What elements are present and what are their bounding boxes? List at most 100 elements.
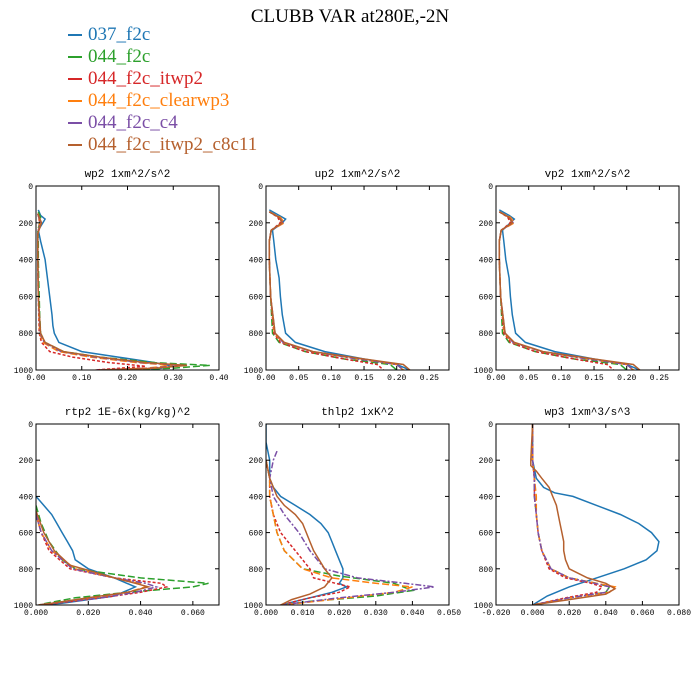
legend-label: 037_f2c — [88, 24, 151, 45]
series-line — [266, 460, 333, 605]
series-line — [37, 211, 210, 370]
y-tick-label: 800 — [19, 566, 34, 575]
x-tick-label: 0.10 — [552, 374, 571, 383]
x-tick-label: 0.080 — [667, 609, 691, 618]
x-tick-label: 0.20 — [387, 374, 406, 383]
y-tick-label: 800 — [249, 566, 264, 575]
plot-frame — [265, 423, 450, 606]
legend: 037_f2c 044_f2c 044_f2c_itwp2 044_f2c_cl… — [68, 24, 257, 156]
x-tick-label: 0.25 — [650, 374, 669, 383]
legend-label: 044_f2c — [88, 46, 151, 67]
x-tick-label: 0.040 — [594, 609, 618, 618]
legend-swatch — [68, 100, 82, 102]
y-tick-label: 200 — [19, 457, 34, 466]
x-tick-label: 0.25 — [420, 374, 439, 383]
panel-title: rtp2 1E-6x(kg/kg)^2 — [65, 407, 190, 419]
x-tick-label: 0.010 — [291, 609, 315, 618]
legend-swatch — [68, 34, 82, 36]
panel-title: wp2 1xm^2/s^2 — [85, 169, 171, 181]
y-tick-label: 800 — [19, 330, 34, 339]
y-tick-label: 0 — [488, 183, 493, 192]
y-tick-label: 800 — [479, 330, 494, 339]
x-tick-label: 0.00 — [256, 374, 275, 383]
y-tick-label: 600 — [249, 293, 264, 302]
panel-title: up2 1xm^2/s^2 — [315, 169, 401, 181]
page-title: CLUBB VAR at280E,-2N — [250, 6, 450, 27]
x-tick-label: 0.040 — [400, 609, 424, 618]
y-tick-label: 1000 — [244, 367, 263, 376]
x-tick-label: 0.000 — [254, 609, 278, 618]
series-line — [36, 514, 159, 605]
y-tick-label: 0 — [258, 421, 263, 430]
y-tick-label: 600 — [479, 293, 494, 302]
y-tick-label: 600 — [19, 530, 34, 539]
y-tick-label: 600 — [479, 530, 494, 539]
panel-title: wp3 1xm^3/s^3 — [545, 407, 631, 419]
legend-item: 044_f2c_itwp2_c8c11 — [68, 134, 257, 156]
legend-swatch — [68, 56, 82, 58]
x-tick-label: -0.020 — [482, 609, 511, 618]
chart-panel: wp3 1xm^3/s^3 0 200 400 600 800 1000-0.020 0.00… — [474, 407, 691, 618]
x-tick-label: 0.000 — [24, 609, 48, 618]
y-tick-label: 800 — [249, 330, 264, 339]
y-tick-label: 400 — [19, 493, 34, 502]
series-line — [268, 211, 411, 370]
y-tick-label: 0 — [28, 183, 33, 192]
x-tick-label: 0.020 — [76, 609, 100, 618]
legend-item: 044_f2c_itwp2 — [68, 68, 257, 90]
series-line — [37, 213, 183, 370]
series-line — [531, 424, 660, 605]
y-tick-label: 400 — [479, 493, 494, 502]
legend-label: 044_f2c_c4 — [88, 112, 178, 133]
y-tick-label: 0 — [488, 421, 493, 430]
y-tick-label: 0 — [28, 421, 33, 430]
series-line — [268, 450, 435, 605]
x-tick-label: 0.060 — [630, 609, 654, 618]
series-line — [268, 211, 398, 370]
y-tick-label: 1000 — [474, 367, 493, 376]
series-line — [498, 211, 628, 370]
plot-frame — [495, 423, 680, 606]
series-line — [37, 209, 174, 370]
series-line — [531, 424, 604, 605]
series-line — [531, 424, 611, 605]
x-tick-label: 0.020 — [327, 609, 351, 618]
x-tick-label: 0.30 — [164, 374, 183, 383]
y-tick-label: 400 — [249, 257, 264, 266]
y-tick-label: 0 — [258, 183, 263, 192]
x-tick-label: 0.15 — [584, 374, 603, 383]
series-line — [36, 510, 152, 605]
series-line — [498, 211, 641, 370]
y-tick-label: 200 — [479, 457, 494, 466]
y-tick-label: 1000 — [14, 602, 33, 611]
series-line — [531, 424, 617, 605]
y-tick-label: 400 — [479, 257, 494, 266]
y-tick-label: 800 — [479, 566, 494, 575]
x-tick-label: 0.05 — [289, 374, 308, 383]
y-tick-label: 200 — [249, 457, 264, 466]
x-tick-label: 0.10 — [72, 374, 91, 383]
legend-item: 044_f2c_clearwp3 — [68, 90, 257, 112]
y-tick-label: 200 — [249, 220, 264, 229]
series-line — [36, 505, 209, 605]
y-tick-label: 1000 — [474, 602, 493, 611]
plot-frame — [495, 185, 680, 371]
series-line — [268, 211, 385, 370]
series-line — [498, 211, 615, 370]
series-line — [498, 209, 641, 370]
y-tick-label: 400 — [249, 493, 264, 502]
legend-label: 044_f2c_clearwp3 — [88, 90, 230, 111]
y-tick-label: 200 — [479, 220, 494, 229]
plot-frame — [35, 423, 220, 606]
series-line — [36, 514, 169, 605]
legend-item: 044_f2c — [68, 46, 257, 68]
chart-panel: rtp2 1E-6x(kg/kg)^2 0 200 400 600 800 10000.00… — [14, 407, 220, 618]
legend-item: 044_f2c_c4 — [68, 112, 257, 134]
x-tick-label: 0.15 — [354, 374, 373, 383]
x-tick-label: 0.40 — [209, 374, 228, 383]
series-line — [37, 213, 188, 370]
x-tick-label: 0.060 — [181, 609, 205, 618]
series-line — [266, 460, 413, 605]
